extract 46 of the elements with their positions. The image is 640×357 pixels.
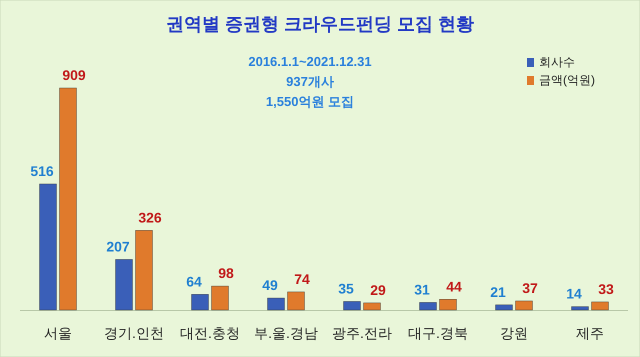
data-label: 21 <box>490 284 506 300</box>
annotation: 1,550억원 모집 <box>266 94 354 109</box>
bar <box>591 302 609 310</box>
data-label: 33 <box>598 280 614 297</box>
data-label: 326 <box>138 209 162 226</box>
data-label: 98 <box>218 265 234 282</box>
data-label: 207 <box>106 238 130 254</box>
bar <box>343 301 361 310</box>
bar <box>211 286 229 310</box>
legend-label: 회사수 <box>539 55 575 69</box>
bar <box>39 184 57 310</box>
data-label: 516 <box>30 162 54 179</box>
data-label: 35 <box>338 280 354 296</box>
data-label: 37 <box>522 280 538 296</box>
bar <box>571 306 589 310</box>
text: 2016.1.1~2021.12.31 <box>248 54 372 69</box>
x-tick-label: 강원 <box>500 325 528 341</box>
bar <box>419 302 437 310</box>
bar <box>115 259 133 310</box>
data-label: 44 <box>446 278 462 294</box>
bar <box>267 298 285 310</box>
data-label: 29 <box>370 282 386 298</box>
bar <box>135 230 153 310</box>
legend-label: 금액(억원) <box>539 73 595 87</box>
bar <box>363 302 381 310</box>
bar <box>515 300 533 310</box>
bar <box>59 88 77 310</box>
data-label: 74 <box>294 270 310 287</box>
x-tick-label: 대구.경북 <box>408 325 468 341</box>
x-tick-label: 부.울.경남 <box>254 325 318 341</box>
data-label: 31 <box>414 281 430 298</box>
bar <box>439 299 457 310</box>
x-tick-label: 대전.충청 <box>180 325 240 341</box>
x-tick-label: 광주.전라 <box>332 325 392 341</box>
bar <box>495 304 513 310</box>
data-label: 909 <box>62 67 86 83</box>
data-label: 49 <box>262 277 278 294</box>
annotation: 937개사 <box>286 74 334 89</box>
data-label: 14 <box>566 286 582 302</box>
data-label: 64 <box>186 273 202 290</box>
x-tick-label: 제주 <box>576 325 604 341</box>
chart-title: 권역별 증권형 크라우드펀딩 모집 현황 <box>166 14 474 34</box>
bar <box>287 292 305 310</box>
x-tick-label: 서울 <box>44 325 72 341</box>
x-tick-label: 경기.인천 <box>104 325 164 341</box>
bar <box>191 294 209 310</box>
